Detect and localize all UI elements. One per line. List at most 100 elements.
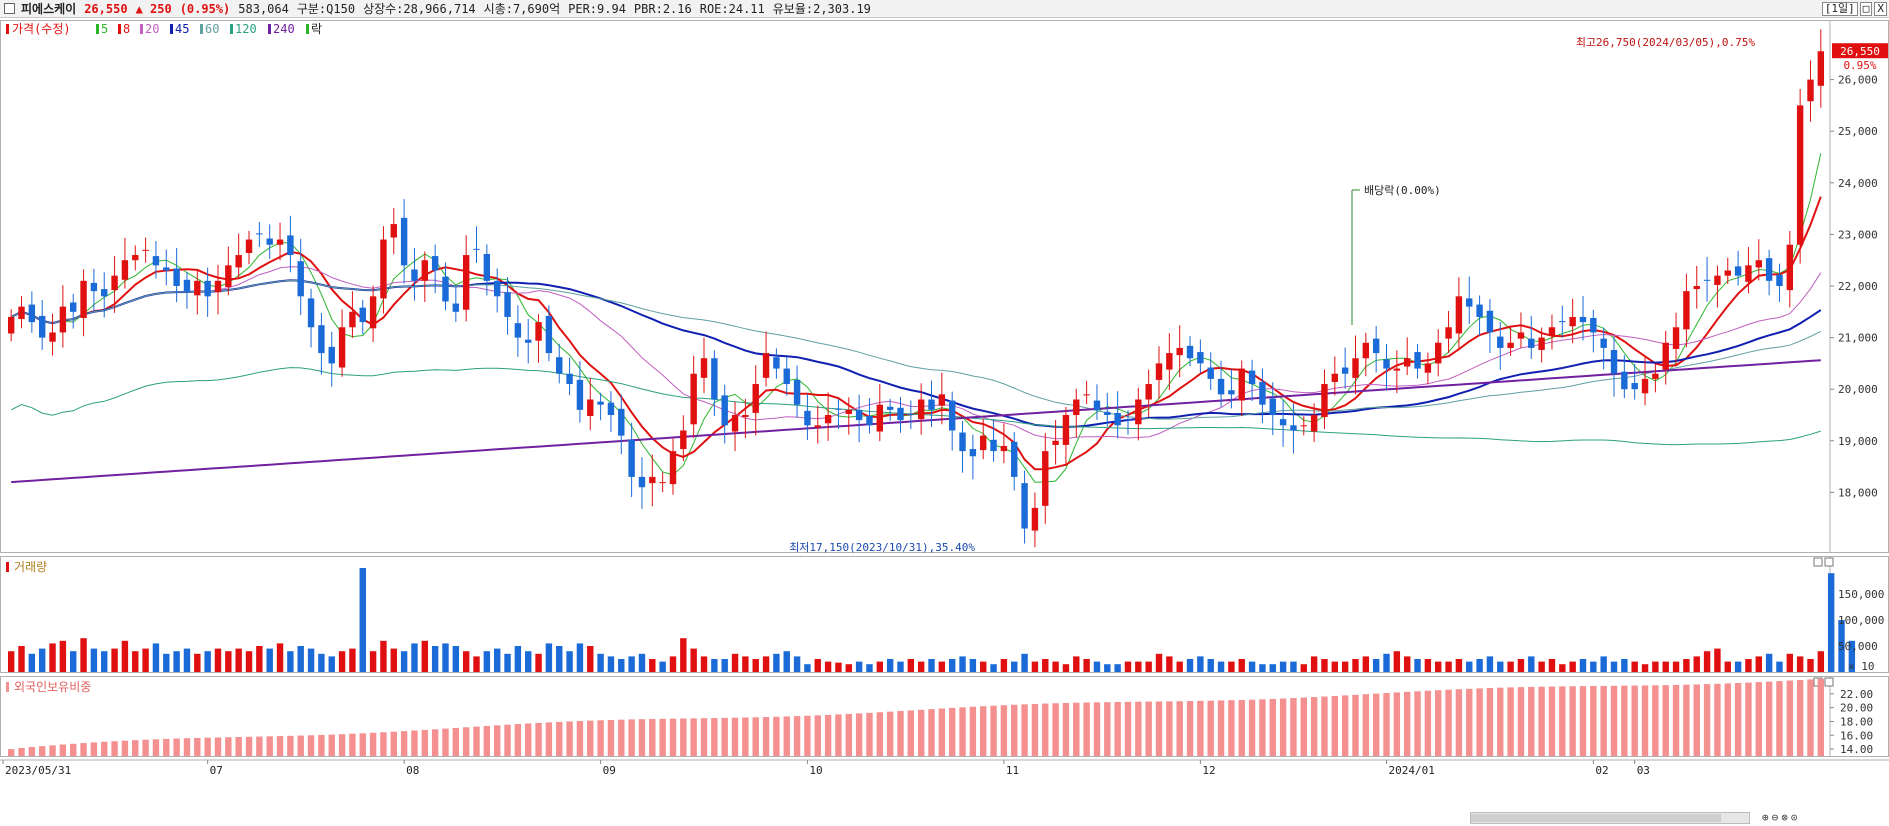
- period-button[interactable]: [1일]: [1821, 2, 1858, 16]
- candle-body: [866, 416, 873, 426]
- candle-body: [711, 358, 718, 400]
- restore-button[interactable]: □: [1859, 2, 1873, 16]
- listed-shares: 상장수:28,966,714: [363, 2, 476, 16]
- foreign-bar: [742, 717, 749, 756]
- foreign-bar: [649, 718, 656, 756]
- volume-bar: [566, 651, 573, 672]
- candle-body: [1238, 368, 1245, 401]
- panel-checkbox[interactable]: [4, 3, 15, 14]
- zoom-fit-icon[interactable]: ⊙: [1790, 811, 1798, 824]
- volume-bar: [597, 653, 604, 672]
- candle-body: [1693, 286, 1700, 290]
- foreign-bar: [845, 713, 852, 756]
- candle-body: [1807, 79, 1814, 102]
- foreign-bar: [783, 716, 790, 756]
- candle-body: [1652, 373, 1659, 379]
- candle-body: [1248, 370, 1256, 385]
- foreign-bar: [1042, 703, 1049, 756]
- zoom-reset-icon[interactable]: ⊗: [1781, 811, 1788, 824]
- candle-body: [1341, 367, 1349, 374]
- legend-extra-label: 락: [311, 22, 322, 36]
- foreign-bar: [886, 711, 894, 756]
- volume-bar: [587, 646, 594, 672]
- legend-volume-marker: [6, 562, 9, 572]
- volume-bar: [1248, 661, 1256, 672]
- candle-body: [493, 280, 501, 297]
- candle-body: [1372, 338, 1380, 354]
- volume-bar: [1590, 661, 1597, 672]
- panel-restore-icon: [1813, 557, 1823, 567]
- foreign-tick-label: 14.00: [1840, 743, 1873, 756]
- scrollbar-thumb[interactable]: [1471, 814, 1721, 822]
- foreign-bar: [1197, 700, 1204, 756]
- volume-bar: [380, 640, 387, 672]
- volume-bar: [7, 651, 15, 672]
- volume-bar: [59, 640, 67, 672]
- volume-bar: [711, 659, 718, 672]
- volume-bar: [1569, 661, 1576, 672]
- volume-bar: [483, 651, 491, 672]
- foreign-bar: [1248, 699, 1256, 756]
- volume-bar: [1197, 656, 1204, 672]
- candle-body: [1290, 425, 1297, 431]
- candle-body: [18, 306, 25, 320]
- date-label: 11: [1006, 764, 1019, 777]
- horizontal-scrollbar[interactable]: [1470, 812, 1750, 824]
- volume-bar: [1600, 656, 1607, 672]
- volume-bar: [659, 661, 666, 672]
- price-tick-label: 20,000: [1838, 383, 1878, 396]
- foreign-bar: [948, 707, 956, 756]
- foreign-bar: [1476, 688, 1483, 756]
- foreign-bar: [721, 717, 728, 756]
- candle-body: [576, 379, 584, 410]
- candle-body: [1393, 368, 1401, 371]
- candle-body: [545, 315, 553, 354]
- close-button[interactable]: X: [1874, 2, 1887, 16]
- volume-bar: [1217, 661, 1225, 672]
- volume-bar: [1031, 661, 1039, 672]
- foreign-bar: [493, 725, 501, 756]
- date-label: 2023/05/31: [5, 764, 71, 777]
- volume-bar: [359, 568, 366, 672]
- foreign-bar: [773, 716, 780, 756]
- candle-body: [1445, 327, 1452, 339]
- foreign-bar: [359, 733, 366, 756]
- zoom-out-icon[interactable]: ⊖: [1771, 811, 1779, 824]
- candle-body: [442, 276, 449, 302]
- volume-bar: [287, 651, 294, 672]
- zoom-controls: ⊕ ⊖ ⊗ ⊙: [1762, 811, 1798, 824]
- ma-line-20: [10, 266, 1822, 440]
- foreign-bar: [1765, 681, 1773, 756]
- price-tick-label: 18,000: [1838, 486, 1878, 499]
- volume-bar: [948, 659, 956, 672]
- foreign-bar: [421, 729, 429, 756]
- candle-body: [814, 425, 821, 428]
- volume-bar: [783, 651, 790, 672]
- candle-body: [1321, 384, 1328, 418]
- candle-body: [1662, 342, 1669, 370]
- foreign-bar: [1031, 703, 1039, 756]
- candle-body: [1486, 310, 1494, 333]
- candle-body: [762, 353, 770, 378]
- volume-bar: [845, 664, 852, 672]
- volume-bar: [1745, 659, 1752, 672]
- volume-bar: [1848, 640, 1856, 672]
- candle-body: [473, 248, 480, 250]
- candle-body: [1145, 384, 1152, 400]
- foreign-bar: [980, 706, 987, 756]
- zoom-in-icon[interactable]: ⊕: [1762, 811, 1769, 824]
- candle-body: [1269, 398, 1276, 415]
- foreign-tick-label: 22.00: [1840, 688, 1873, 701]
- volume-bar: [1021, 653, 1028, 672]
- candle-body: [359, 307, 366, 323]
- volume-bar: [493, 648, 501, 672]
- foreign-bar: [70, 743, 77, 756]
- legend-extra-marker: [306, 24, 309, 34]
- volume-bar: [1786, 653, 1794, 672]
- volume-bar: [1683, 659, 1690, 672]
- candle-body: [142, 249, 149, 251]
- chart-title-bar: 피에스케이 26,550 ▲ 250 (0.95%) 583,064 구분:Q1…: [0, 0, 1889, 18]
- candle-body: [1217, 378, 1225, 395]
- candle-body: [70, 302, 77, 312]
